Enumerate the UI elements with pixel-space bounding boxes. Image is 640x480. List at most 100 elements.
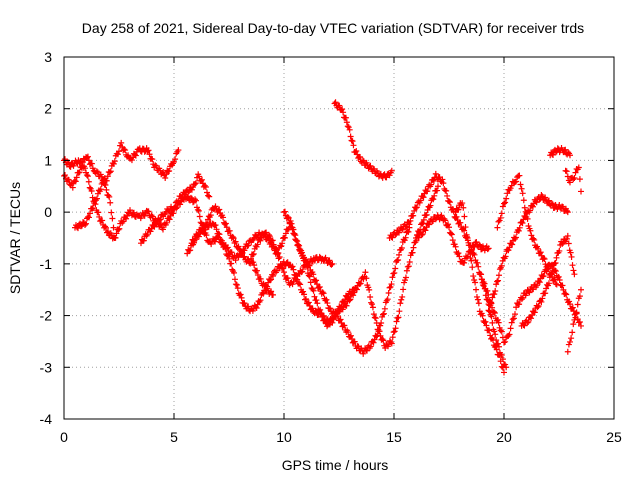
- data-point: [461, 227, 468, 234]
- data-point: [109, 215, 116, 222]
- data-point: [389, 334, 396, 341]
- data-point: [345, 329, 352, 336]
- data-point: [497, 327, 504, 334]
- data-point: [95, 209, 102, 216]
- series-track-7: [248, 183, 441, 352]
- data-point: [311, 293, 318, 300]
- data-point: [145, 147, 152, 154]
- data-point: [228, 249, 235, 256]
- data-point: [494, 316, 501, 323]
- data-point: [268, 288, 275, 295]
- data-point: [249, 251, 256, 258]
- data-point: [540, 255, 547, 262]
- data-point: [257, 275, 264, 282]
- data-point: [455, 206, 462, 213]
- data-point: [473, 286, 480, 293]
- data-point: [410, 244, 417, 251]
- data-point: [298, 269, 305, 276]
- data-point: [393, 318, 400, 325]
- data-point: [506, 331, 513, 338]
- data-point: [347, 133, 354, 140]
- data-point: [533, 199, 540, 206]
- data-point: [292, 232, 299, 239]
- data-point: [296, 242, 303, 249]
- data-point: [534, 282, 540, 289]
- data-point: [390, 329, 397, 336]
- data-point: [417, 197, 424, 204]
- data-point: [567, 338, 573, 345]
- data-point: [118, 139, 125, 146]
- data-point: [216, 231, 223, 238]
- data-point: [270, 272, 276, 279]
- data-point: [146, 151, 153, 158]
- data-point: [528, 315, 535, 322]
- data-point: [132, 152, 139, 159]
- data-point: [188, 194, 194, 201]
- data-point: [195, 207, 202, 214]
- data-point: [516, 224, 523, 231]
- data-point: [569, 262, 576, 269]
- data-point: [204, 189, 210, 196]
- data-point: [351, 289, 358, 296]
- data-point: [423, 211, 430, 218]
- data-point: [396, 251, 403, 258]
- data-point: [388, 234, 395, 241]
- data-point: [523, 213, 530, 220]
- data-point: [440, 180, 447, 187]
- data-point: [564, 209, 571, 216]
- x-tick-label: 25: [606, 429, 622, 445]
- data-point: [185, 189, 192, 196]
- data-point: [443, 187, 450, 194]
- data-point: [86, 184, 93, 191]
- data-point: [88, 187, 95, 194]
- data-point: [228, 260, 235, 267]
- data-point: [221, 221, 228, 228]
- series-track-12: [452, 200, 507, 376]
- data-point: [569, 304, 576, 311]
- data-point: [484, 246, 491, 253]
- data-point: [563, 168, 570, 175]
- data-point: [493, 281, 500, 288]
- data-point: [456, 253, 463, 260]
- data-point: [392, 325, 399, 332]
- data-point: [313, 277, 320, 284]
- data-point: [378, 320, 385, 327]
- data-point: [267, 277, 274, 284]
- data-point: [233, 281, 240, 288]
- data-point: [343, 119, 350, 126]
- data-point: [140, 237, 147, 244]
- data-point: [567, 152, 573, 159]
- data-point: [366, 286, 373, 293]
- data-point: [410, 212, 417, 219]
- data-point: [459, 200, 466, 207]
- data-point: [268, 276, 275, 283]
- data-point: [275, 255, 282, 262]
- data-point: [428, 181, 435, 188]
- data-point: [496, 351, 503, 358]
- data-point: [447, 230, 454, 237]
- data-point: [427, 202, 434, 209]
- data-point: [405, 228, 412, 235]
- data-point: [389, 274, 396, 281]
- series-track-17: [547, 145, 573, 159]
- data-point: [258, 234, 265, 241]
- data-point: [526, 289, 533, 296]
- data-point: [350, 142, 357, 149]
- data-point: [73, 174, 80, 181]
- data-point: [496, 324, 503, 331]
- data-point: [97, 186, 104, 193]
- data-point: [317, 306, 324, 313]
- data-point: [492, 287, 499, 294]
- data-point: [550, 151, 557, 158]
- data-point: [88, 160, 95, 167]
- data-point: [363, 347, 370, 354]
- data-point: [232, 238, 239, 245]
- data-point: [482, 318, 489, 325]
- data-point: [391, 328, 398, 335]
- data-point: [549, 267, 556, 274]
- data-point: [464, 234, 471, 241]
- series-track-9: [331, 99, 395, 181]
- data-point: [452, 243, 459, 250]
- series-track-4: [138, 171, 213, 247]
